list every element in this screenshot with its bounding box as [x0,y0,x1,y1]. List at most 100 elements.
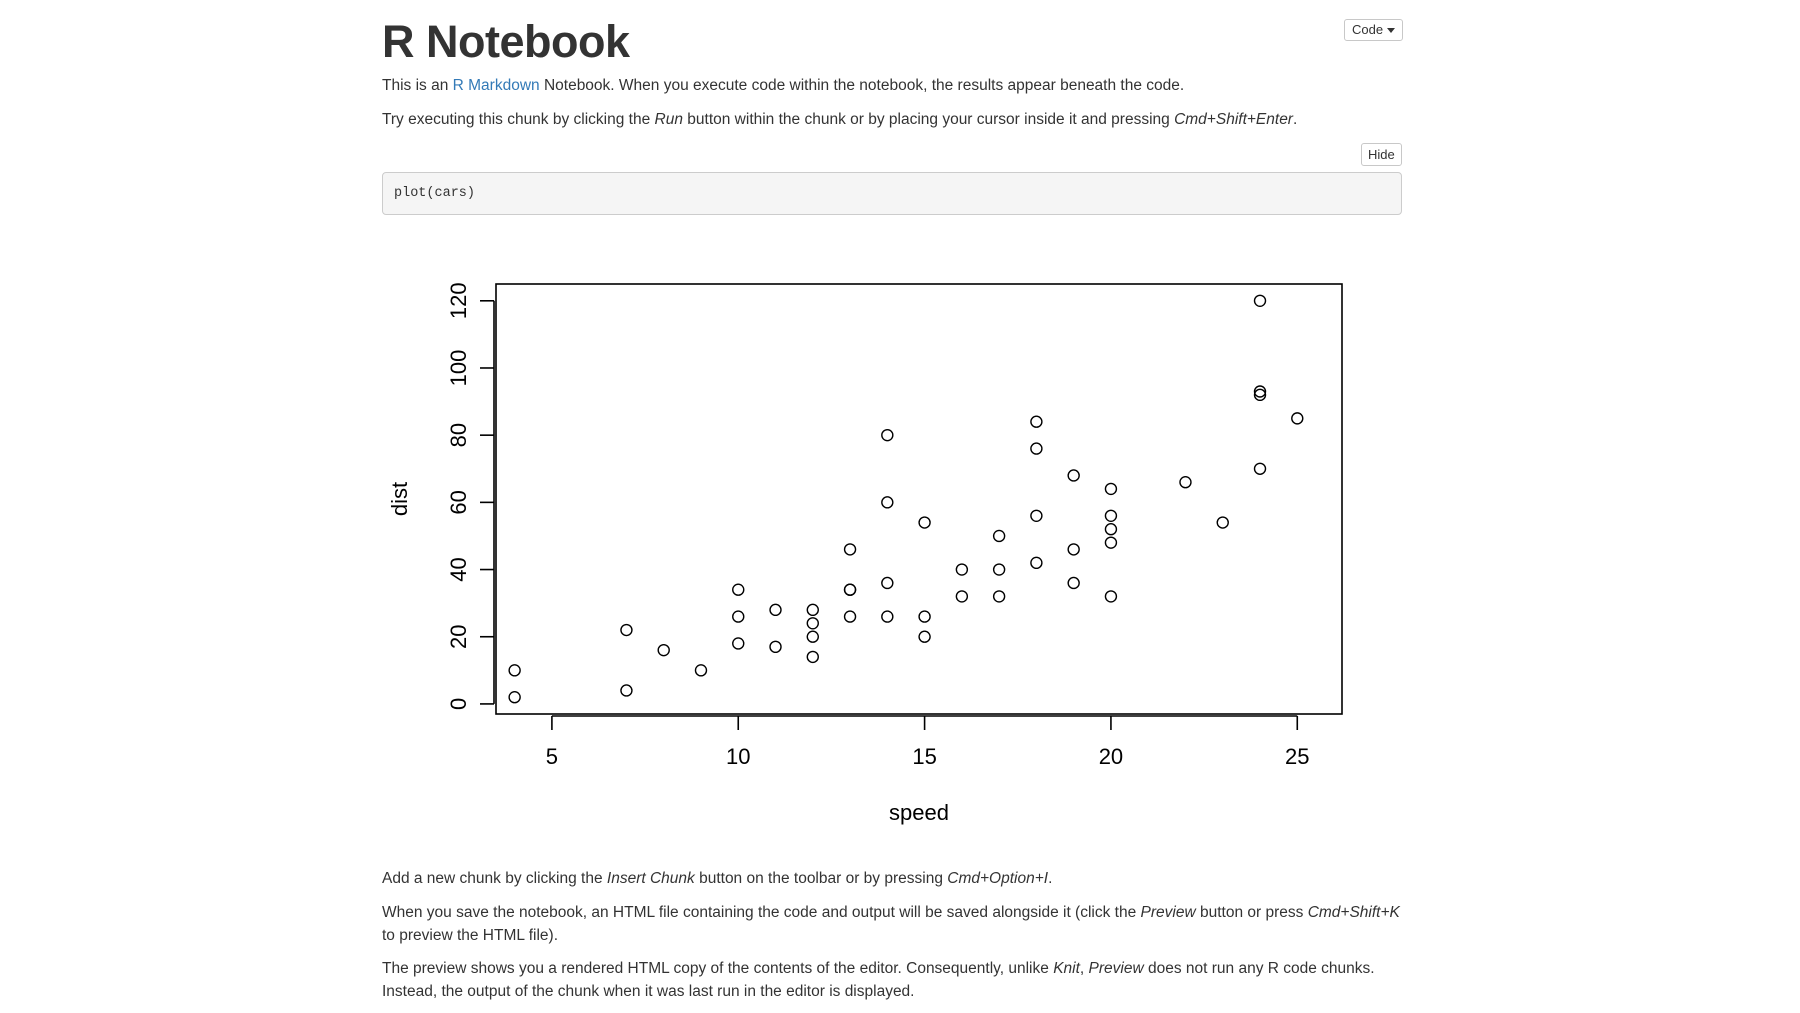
data-point [806,617,819,630]
outro-paragraph-1: Add a new chunk by clicking the Insert C… [382,868,1402,891]
data-point [657,643,670,657]
page-title: R Notebook [382,16,630,67]
code-dropdown-label: Code [1352,22,1384,37]
data-point [955,563,969,576]
intro-paragraph-2: Try executing this chunk by clicking the… [382,109,1402,132]
data-point [769,640,782,654]
intro-p1-text-end: Notebook. When you execute code within t… [539,77,1185,94]
data-point [843,583,857,596]
data-point [1030,415,1043,428]
data-point [1216,516,1229,529]
data-point [1067,469,1080,482]
data-point [1104,482,1118,496]
data-point [620,684,633,697]
x-tick-label: 15 [912,744,936,769]
data-point [1104,523,1118,536]
outro-p3-text-middle: button on the toolbar or by pressing [694,870,948,887]
outro-p5-text: The preview shows you a rendered HTML co… [382,960,1054,977]
x-tick-label: 20 [1099,744,1123,769]
data-point [694,664,708,677]
data-point [1253,388,1267,402]
x-tick-label: 10 [726,744,750,769]
data-point [1067,576,1080,590]
y-tick-label: 120 [446,282,471,319]
y-tick-label: 0 [446,698,471,710]
data-point [881,428,894,442]
y-tick-label: 20 [446,624,471,648]
code-chunk[interactable]: plot(cars) [382,172,1402,215]
outro-p4-text-middle: button or press [1195,904,1308,921]
x-tick-label: 5 [546,744,558,769]
outro-p3-text-end: . [1048,870,1053,887]
insert-chunk-shortcut: Cmd+Option+I [947,870,1049,887]
scatter-plot: 5 10 15 20 25 0 20 40 60 80 100 120 speed dist [387,282,1343,825]
data-point [1253,294,1267,307]
data-point [769,603,782,617]
preview-keyword: Preview [1140,904,1196,921]
plot-frame [495,283,1343,715]
data-point [806,630,819,643]
y-tick-label: 60 [446,490,471,514]
outro-p3-text: Add a new chunk by clicking the [382,870,607,887]
data-point [881,576,894,590]
intro-p2-text: Try executing this chunk by clicking the [382,111,655,128]
data-point [1104,590,1118,603]
outro-paragraph-3: The preview shows you a rendered HTML co… [382,958,1402,1003]
insert-chunk-keyword: Insert Chunk [606,870,695,887]
data-point [732,583,745,596]
x-axis: 5 10 15 20 25 [546,715,1310,769]
data-point [1291,412,1304,425]
data-point [918,516,931,529]
y-tick-label: 80 [446,423,471,447]
data-point [1253,385,1267,398]
outro-p5-text-end: does not run any R code chunks. Instead,… [382,960,1375,1000]
data-point [918,630,931,643]
x-tick-label: 25 [1285,744,1309,769]
r-markdown-link[interactable]: R Markdown [452,77,540,94]
outro-p4-text-end: to preview the HTML file). [382,926,559,944]
data-point [992,563,1006,576]
data-point [508,691,521,704]
intro-p2-text-middle: button within the chunk or by placing yo… [682,111,1175,128]
outro-paragraph-2: When you save the notebook, an HTML file… [382,902,1402,947]
data-point [1030,509,1043,522]
y-tick-label: 100 [446,350,471,387]
preview-keyword-2: Preview [1088,960,1144,977]
y-axis: 0 20 40 60 80 100 120 [446,282,495,710]
data-point [1179,476,1192,489]
data-point [955,590,969,603]
run-keyword: Run [654,111,683,128]
data-point [1067,543,1080,556]
y-tick-label: 40 [446,557,471,581]
knit-keyword: Knit [1053,960,1080,977]
code-dropdown-button[interactable]: Code [1344,19,1404,41]
intro-p2-text-end: . [1292,111,1298,128]
run-shortcut: Cmd+Shift+Enter [1174,111,1293,128]
data-point [1253,462,1267,475]
data-point [806,603,819,617]
data-point [732,610,745,623]
preview-shortcut: Cmd+Shift+K [1307,904,1400,921]
x-axis-label: speed [889,800,949,825]
intro-p1-text: This is an [382,77,453,94]
data-point [732,637,745,650]
data-point [806,650,819,664]
outro-p4-text: When you save the notebook, an HTML file… [382,904,1141,921]
code-text: plot(cars) [394,186,476,201]
data-point [1104,509,1118,522]
data-point [918,610,931,623]
data-point [1104,536,1118,549]
hide-code-button[interactable]: Hide [1361,143,1402,166]
data-point [1030,556,1043,570]
data-point [1030,442,1043,455]
outro-p5-comma: , [1079,960,1089,977]
data-point [843,543,857,556]
data-point [881,610,894,623]
data-point [992,529,1006,543]
data-point [992,590,1006,603]
data-points [508,294,1304,704]
data-point [508,664,521,677]
caret-down-icon [1387,28,1396,33]
intro-paragraph-1: This is an R Markdown Notebook. When you… [382,75,1402,98]
data-point [881,496,894,509]
